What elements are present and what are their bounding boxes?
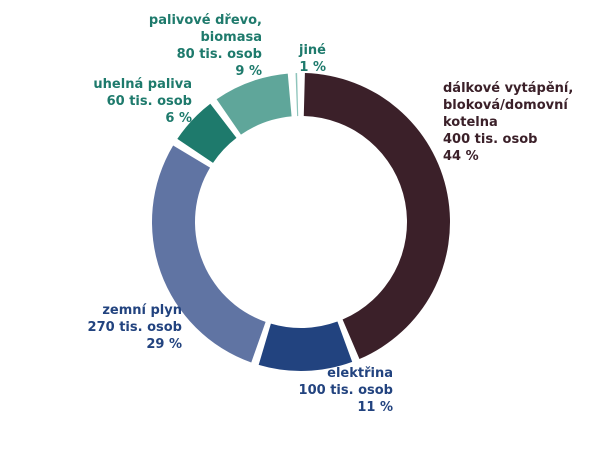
label-line: zemní plyn — [102, 303, 182, 318]
label-line: palivové dřevo, — [148, 13, 262, 28]
label-coal: uhelná paliva 60 tis. osob 6 % — [93, 76, 192, 127]
label-wood-biomass: palivové dřevo, biomasa 80 tis. osob 9 % — [149, 12, 262, 80]
label-line: biomasa — [200, 30, 262, 45]
label-line: 1 % — [299, 60, 326, 75]
label-line: 11 % — [357, 400, 393, 415]
label-line: jiné — [299, 43, 326, 58]
label-natural-gas: zemní plyn 270 tis. osob 29 % — [88, 302, 182, 353]
slice-other — [295, 73, 299, 117]
slice-district-heating — [303, 73, 451, 360]
label-line: 6 % — [165, 111, 192, 126]
label-line: 60 tis. osob — [106, 94, 192, 109]
label-line: bloková/domovní — [443, 98, 568, 113]
label-district-heating: dálkové vytápění, bloková/domovní koteln… — [443, 80, 573, 165]
slice-electricity — [258, 321, 353, 371]
label-line: kotelna — [443, 115, 498, 130]
slice-natural-gas — [152, 145, 266, 363]
label-other: jiné 1 % — [299, 42, 326, 76]
label-line: 100 tis. osob — [298, 383, 393, 398]
label-line: 44 % — [443, 149, 479, 164]
label-electricity: elektřina 100 tis. osob 11 % — [299, 365, 393, 416]
label-line: 270 tis. osob — [87, 320, 182, 335]
label-line: elektřina — [327, 366, 393, 381]
label-line: dálkové vytápění, — [443, 81, 574, 96]
slice-coal — [177, 103, 237, 163]
label-line: 80 tis. osob — [176, 47, 262, 62]
slice-wood-biomass — [216, 73, 292, 135]
label-line: uhelná paliva — [93, 77, 192, 92]
label-line: 400 tis. osob — [443, 132, 538, 147]
label-line: 9 % — [235, 64, 262, 79]
label-line: 29 % — [146, 337, 182, 352]
